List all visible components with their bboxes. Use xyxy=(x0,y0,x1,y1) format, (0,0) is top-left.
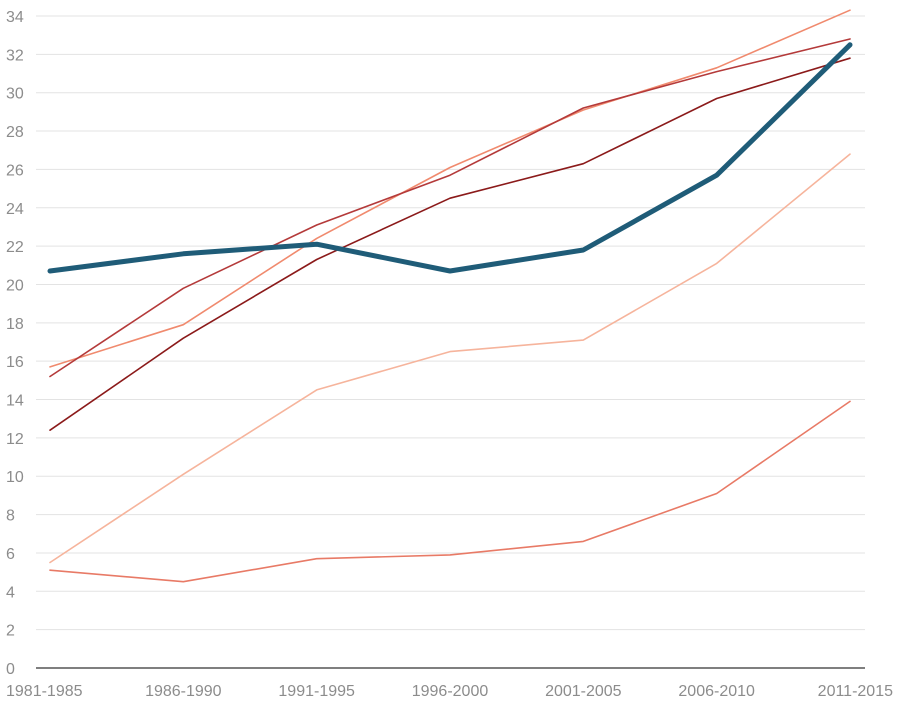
y-tick-label: 4 xyxy=(6,584,15,601)
series-line-2 xyxy=(49,38,851,378)
y-tick-label: 6 xyxy=(6,546,15,563)
y-tick-label: 2 xyxy=(6,623,15,640)
y-tick-label: 12 xyxy=(6,431,24,448)
y-tick-label: 34 xyxy=(6,9,24,26)
series-line-4 xyxy=(49,153,851,564)
y-tick-label: 18 xyxy=(6,316,24,333)
y-tick-label: 30 xyxy=(6,86,24,103)
series-line-5 xyxy=(49,400,851,583)
y-tick-label: 22 xyxy=(6,239,24,256)
x-tick-label: 2006-2010 xyxy=(678,683,755,700)
y-tick-label: 16 xyxy=(6,354,24,371)
series-line-3 xyxy=(49,57,851,432)
series-line-1 xyxy=(49,9,851,368)
y-tick-label: 28 xyxy=(6,124,24,141)
y-tick-label: 0 xyxy=(6,661,15,678)
x-tick-label: 2011-2015 xyxy=(818,683,893,700)
series-lines xyxy=(47,9,853,583)
x-tick-label: 1981-1985 xyxy=(6,683,83,700)
x-axis-tick-labels: 1981-1985 1986-1990 1991-1995 1996-2000 2001… xyxy=(6,683,893,700)
series-line-6 xyxy=(47,42,853,274)
x-tick-label: 1996-2000 xyxy=(412,683,489,700)
y-tick-label: 14 xyxy=(6,393,24,410)
y-tick-label: 10 xyxy=(6,469,24,486)
grid-lines xyxy=(36,15,865,669)
y-tick-label: 26 xyxy=(6,162,24,179)
y-tick-label: 24 xyxy=(6,201,24,218)
x-tick-label: 1991-1995 xyxy=(278,683,355,700)
y-tick-label: 32 xyxy=(6,47,24,64)
x-tick-label: 2001-2005 xyxy=(545,683,622,700)
y-tick-label: 20 xyxy=(6,277,24,294)
x-tick-label: 1986-1990 xyxy=(145,683,222,700)
y-tick-label: 8 xyxy=(6,508,15,525)
